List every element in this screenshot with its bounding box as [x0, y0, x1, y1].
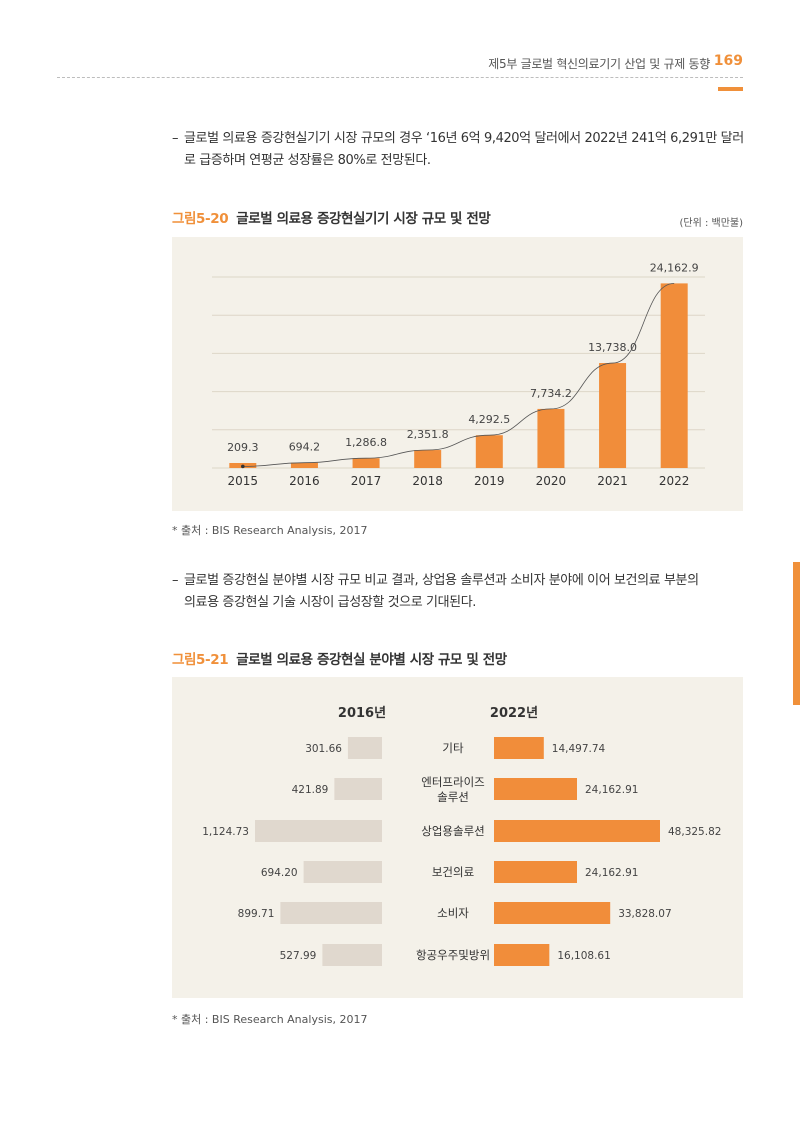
bar-2016: [255, 820, 382, 842]
category-label-line: 솔루션: [437, 790, 469, 804]
trend-line: [242, 282, 675, 467]
bar-2017: [352, 458, 380, 468]
figure-title-text: 글로벌 의료용 증강현실기기 시장 규모 및 전망: [236, 211, 491, 227]
x-tick-label: 2017: [351, 474, 382, 488]
category-label: 상업용솔루션: [421, 824, 484, 838]
data-label-2016: 301.66: [305, 743, 342, 755]
data-label: 13,738.0: [588, 341, 637, 354]
data-label: 694.2: [289, 441, 321, 454]
category-label-line: 상업용솔루션: [421, 824, 484, 838]
unit-label: (단위 : 백만불): [679, 218, 743, 229]
paragraph-line: 의료용 증강현실 기술 시장이 급성장할 것으로 기대된다.: [184, 595, 477, 610]
category-label: 엔터프라이즈 솔루션: [421, 775, 484, 804]
bar-2016: [280, 902, 382, 924]
bar-2022: [660, 283, 688, 468]
figure-number: 그림5-21: [172, 652, 229, 668]
bar-2016: [303, 861, 382, 883]
data-label-2016: 1,124.73: [202, 826, 249, 838]
data-label: 7,734.2: [530, 387, 572, 400]
running-header-title: 제5부 글로벌 혁신의료기기 산업 및 규제 동향: [488, 57, 710, 71]
data-label-2022: 24,162.91: [585, 867, 638, 879]
chapter-side-tab: [793, 562, 800, 705]
chart-panel-market-size: 209.3 2015 694.2 2016 1,286.8 2017 2,351.8 2018…: [172, 237, 743, 511]
paragraph-line: 로 급증하며 연평균 성장률은 80%로 전망된다.: [184, 153, 431, 168]
category-label-line: 항공우주및방위: [416, 948, 490, 962]
bar-2022: [494, 944, 550, 966]
data-label-2022: 24,162.91: [585, 784, 638, 796]
data-label-2022: 16,108.61: [557, 950, 610, 962]
source-note: * 출처 : BIS Research Analysis, 2017: [172, 1013, 368, 1026]
paragraph-line: 글로벌 증강현실 분야별 시장 규모 비교 결과, 상업용 솔루션과 소비자 분…: [184, 573, 699, 588]
x-tick-label: 2022: [659, 474, 690, 488]
bar-2022: [494, 861, 577, 883]
data-label: 2,351.8: [407, 428, 449, 441]
data-label-2022: 14,497.74: [552, 743, 606, 755]
data-label-2016: 527.99: [280, 950, 317, 962]
category-label-line: 소비자: [437, 906, 469, 920]
trend-start-point: [241, 464, 245, 469]
market-size-bar-chart: 209.3 2015 694.2 2016 1,286.8 2017 2,351.8 2018…: [212, 261, 705, 488]
header-accent-bar: [718, 87, 743, 91]
paragraph-segment-comparison: – 글로벌 증강현실 분야별 시장 규모 비교 결과, 상업용 솔루션과 소비자…: [172, 570, 752, 614]
bar-2022: [494, 820, 660, 842]
data-label-2022: 33,828.07: [618, 908, 671, 920]
bullet-dash: –: [172, 573, 179, 588]
x-tick-label: 2020: [536, 474, 567, 488]
bar-2022: [494, 737, 544, 759]
bar-2018: [414, 450, 442, 468]
data-label: 209.3: [227, 441, 259, 454]
bar-2019: [475, 435, 503, 468]
category-label: 보건의료: [432, 865, 474, 879]
bar-2016: [290, 462, 318, 468]
category-label-line: 엔터프라이즈: [421, 775, 484, 789]
x-tick-label: 2016: [289, 474, 320, 488]
category-label-line: 보건의료: [432, 865, 474, 879]
bar-2022: [494, 778, 577, 800]
category-label: 기타: [442, 741, 464, 755]
x-tick-label: 2021: [597, 474, 628, 488]
source-note: * 출처 : BIS Research Analysis, 2017: [172, 524, 368, 537]
header-divider: [57, 77, 743, 78]
bar-2016: [347, 737, 382, 759]
bar-2020: [537, 408, 565, 468]
data-label-2016: 421.89: [292, 784, 329, 796]
series-header-2016: 2016년: [338, 706, 386, 721]
bar-2021: [599, 363, 627, 468]
data-label-2016: 899.71: [238, 908, 275, 920]
category-label-line: 기타: [442, 741, 464, 755]
data-label: 1,286.8: [345, 436, 387, 449]
figure-5-20-title: 그림5-20 글로벌 의료용 증강현실기기 시장 규모 및 전망: [172, 207, 491, 227]
bar-2022: [494, 902, 611, 924]
bullet-dash: –: [172, 131, 179, 146]
data-label-2022: 48,325.82: [668, 826, 721, 838]
x-tick-label: 2019: [474, 474, 505, 488]
data-label: 24,162.9: [650, 261, 699, 274]
bar-2016: [334, 778, 382, 800]
segment-butterfly-chart: 2016년 2022년 301.66 14,497.74 기타 421.89 24,162.…: [202, 706, 721, 966]
x-tick-label: 2015: [228, 474, 259, 488]
data-label-2016: 694.20: [261, 867, 298, 879]
chart-panel-segments: 2016년 2022년 301.66 14,497.74 기타 421.89 24,162.…: [172, 677, 743, 998]
figure-5-21-title: 그림5-21 글로벌 의료용 증강현실 분야별 시장 규모 및 전망: [172, 648, 507, 668]
paragraph-line: 글로벌 의료용 증강현실기기 시장 규모의 경우 ‘16년 6억 9,420억 …: [184, 131, 744, 146]
figure-number: 그림5-20: [172, 211, 229, 227]
data-label: 4,292.5: [468, 413, 510, 426]
x-tick-label: 2018: [412, 474, 443, 488]
page-number: 169: [713, 53, 743, 69]
paragraph-market-size: – 글로벌 의료용 증강현실기기 시장 규모의 경우 ‘16년 6억 9,420…: [172, 128, 752, 172]
series-header-2022: 2022년: [490, 706, 538, 721]
category-label: 소비자: [437, 906, 469, 920]
bar-2016: [322, 944, 382, 966]
category-label: 항공우주및방위: [416, 948, 490, 962]
figure-title-text: 글로벌 의료용 증강현실 분야별 시장 규모 및 전망: [236, 652, 507, 668]
